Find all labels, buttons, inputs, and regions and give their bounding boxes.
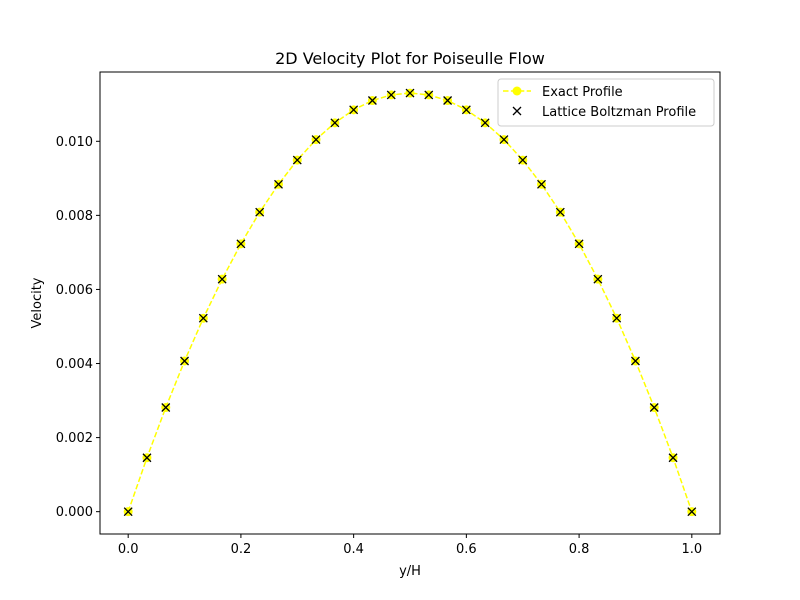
lattice-profile-point xyxy=(198,313,208,323)
legend-exact-label: Exact Profile xyxy=(542,85,623,100)
lattice-profile-point xyxy=(574,239,584,249)
y-tick-label: 0.002 xyxy=(56,431,93,446)
x-tick-label: 0.0 xyxy=(118,542,139,557)
x-tick-label: 0.6 xyxy=(456,542,477,557)
lattice-profile-point xyxy=(386,90,396,100)
lattice-profile-point xyxy=(142,453,152,463)
legend-box xyxy=(497,78,715,127)
legend-exact-marker-icon xyxy=(512,86,522,96)
y-tick-label: 0.004 xyxy=(56,357,93,372)
legend-entry-lattice-profile: Lattice Boltzman Profile xyxy=(512,105,696,120)
lattice-profile-point xyxy=(461,105,471,115)
lattice-profile-point xyxy=(612,313,622,323)
legend-entry-exact-profile: Exact Profile xyxy=(503,85,623,100)
legend-lattice-marker-icon xyxy=(512,106,522,116)
lattice-profile-point xyxy=(330,118,340,128)
lattice-profile-point xyxy=(217,274,227,284)
chart-title: 2D Velocity Plot for Poiseulle Flow xyxy=(275,49,545,68)
lattice-profile-point xyxy=(255,207,265,217)
lattice-profile-point xyxy=(236,239,246,249)
lattice-profile-point xyxy=(687,507,697,517)
lattice-profile-point xyxy=(311,135,321,145)
lattice-profile-point xyxy=(537,179,546,189)
x-tick-label: 0.4 xyxy=(343,542,364,557)
lattice-profile-point xyxy=(518,155,528,165)
y-tick-label: 0.000 xyxy=(56,505,93,520)
series-layer xyxy=(123,88,697,517)
lattice-profile-point xyxy=(555,207,565,217)
y-tick-label: 0.006 xyxy=(56,283,93,298)
y-tick-label: 0.010 xyxy=(56,135,93,150)
lattice-profile-point xyxy=(499,135,509,145)
lattice-profile-point xyxy=(649,403,659,412)
lattice-profile-point xyxy=(367,96,377,105)
x-axis-label: y/H xyxy=(399,564,421,579)
legend-lattice-label: Lattice Boltzman Profile xyxy=(542,105,696,120)
plot-area: 0.0 0.2 0.4 0.6 0.8 1.0 0.0000.0020.0040.0060… xyxy=(56,71,721,557)
lattice-profile-point xyxy=(123,507,133,517)
lattice-profile-point xyxy=(593,274,603,284)
x-tick-label: 1.0 xyxy=(681,542,702,557)
lattice-profile-point xyxy=(349,105,359,115)
lattice-profile-point xyxy=(424,90,434,100)
x-axis-ticks: 0.0 0.2 0.4 0.6 0.8 1.0 xyxy=(118,534,702,557)
lattice-profile-point xyxy=(480,118,490,128)
axes-frame xyxy=(99,71,721,535)
y-axis-label: Velocity xyxy=(30,277,45,328)
x-tick-label: 0.2 xyxy=(231,542,252,557)
lattice-profile-point xyxy=(292,155,302,165)
y-tick-label: 0.008 xyxy=(56,209,93,224)
lattice-profile-point xyxy=(180,356,190,366)
lattice-profile-point xyxy=(405,88,415,98)
lattice-profile-point xyxy=(668,453,678,463)
lattice-profile-point xyxy=(630,356,640,366)
lattice-profile-point xyxy=(274,179,283,189)
x-tick-label: 0.8 xyxy=(569,542,590,557)
lattice-profile-point xyxy=(443,96,453,105)
lattice-profile-point xyxy=(161,403,171,412)
y-axis-ticks: 0.000 0.002 0.004 0.006 0.008 0.010 xyxy=(56,135,100,520)
legend: Exact Profile Lattice Boltzman Profile xyxy=(497,78,715,127)
